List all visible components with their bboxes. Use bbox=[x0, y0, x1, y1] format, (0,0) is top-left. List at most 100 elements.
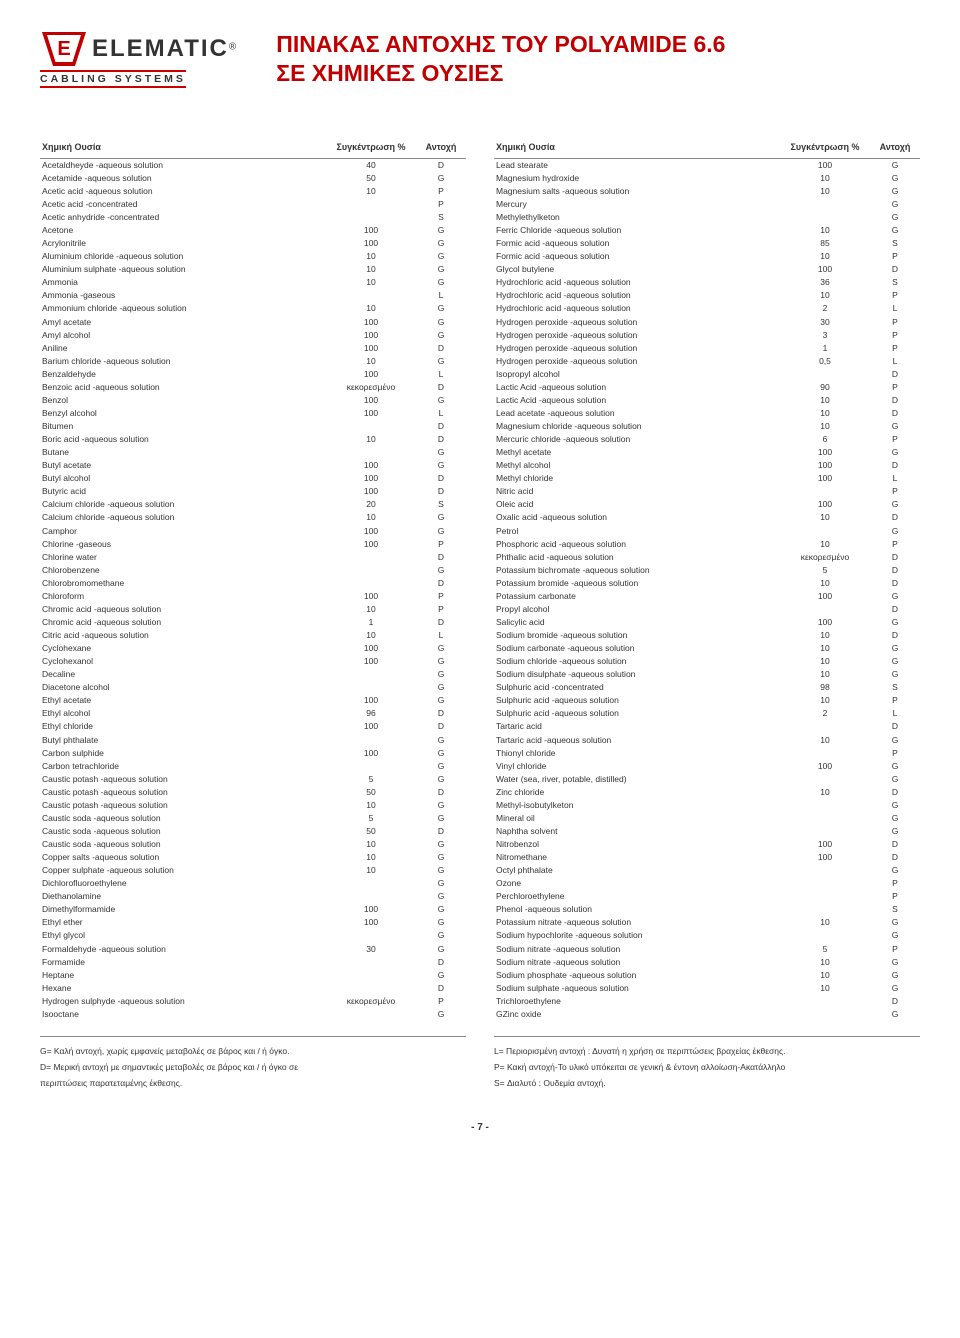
cell-chemical: Methyl chloride bbox=[494, 473, 780, 486]
cell-chemical: Acetic acid -concentrated bbox=[40, 198, 326, 211]
cell-concentration: 10 bbox=[780, 655, 870, 668]
cell-concentration: 100 bbox=[326, 368, 416, 381]
cell-resistance: S bbox=[870, 682, 920, 695]
cell-resistance: G bbox=[870, 198, 920, 211]
cell-chemical: Naphtha solvent bbox=[494, 825, 780, 838]
cell-resistance: G bbox=[416, 512, 466, 525]
cell-resistance: G bbox=[870, 590, 920, 603]
col-concentration: Συγκέντρωση % bbox=[326, 138, 416, 159]
cell-chemical: Hydrochloric acid -aqueous solution bbox=[494, 290, 780, 303]
cell-chemical: Amyl alcohol bbox=[40, 329, 326, 342]
cell-chemical: Nitrobenzol bbox=[494, 838, 780, 851]
cell-concentration: 100 bbox=[326, 459, 416, 472]
cell-concentration: 10 bbox=[780, 172, 870, 185]
cell-concentration bbox=[780, 721, 870, 734]
cell-chemical: Thionyl chloride bbox=[494, 747, 780, 760]
cell-resistance: G bbox=[870, 825, 920, 838]
cell-concentration: 98 bbox=[780, 682, 870, 695]
cell-chemical: Potassium bichromate -aqueous solution bbox=[494, 564, 780, 577]
cell-resistance: G bbox=[870, 773, 920, 786]
table-row: Aniline100D bbox=[40, 342, 466, 355]
cell-chemical: Diethanolamine bbox=[40, 891, 326, 904]
cell-concentration bbox=[780, 799, 870, 812]
cell-concentration: 100 bbox=[326, 538, 416, 551]
cell-concentration: 100 bbox=[326, 904, 416, 917]
cell-concentration: 100 bbox=[780, 760, 870, 773]
cell-resistance: L bbox=[416, 629, 466, 642]
cell-chemical: Aniline bbox=[40, 342, 326, 355]
cell-concentration: 1 bbox=[780, 342, 870, 355]
cell-chemical: Carbon sulphide bbox=[40, 747, 326, 760]
cell-chemical: Amyl acetate bbox=[40, 316, 326, 329]
cell-concentration bbox=[780, 368, 870, 381]
cell-resistance: G bbox=[416, 329, 466, 342]
cell-resistance: L bbox=[870, 708, 920, 721]
cell-chemical: Lead stearate bbox=[494, 159, 780, 173]
cell-chemical: Oleic acid bbox=[494, 499, 780, 512]
cell-resistance: D bbox=[416, 956, 466, 969]
cell-resistance: P bbox=[416, 995, 466, 1008]
cell-concentration: 10 bbox=[780, 538, 870, 551]
cell-chemical: Hydrochloric acid -aqueous solution bbox=[494, 277, 780, 290]
cell-concentration bbox=[780, 877, 870, 890]
table-row: Lactic Acid -aqueous solution10D bbox=[494, 394, 920, 407]
cell-resistance: P bbox=[870, 433, 920, 446]
cell-concentration: 10 bbox=[326, 264, 416, 277]
cell-resistance: G bbox=[416, 264, 466, 277]
table-row: Ammonium chloride -aqueous solution10G bbox=[40, 303, 466, 316]
cell-resistance: D bbox=[416, 420, 466, 433]
table-row: Aluminium chloride -aqueous solution10G bbox=[40, 250, 466, 263]
table-row: Lactic Acid -aqueous solution90P bbox=[494, 381, 920, 394]
cell-concentration: 10 bbox=[780, 982, 870, 995]
table-row: Ethyl glycolG bbox=[40, 930, 466, 943]
cell-resistance: P bbox=[870, 486, 920, 499]
cell-chemical: Methylethylketon bbox=[494, 211, 780, 224]
cell-concentration bbox=[326, 551, 416, 564]
cell-concentration: 100 bbox=[326, 407, 416, 420]
cell-chemical: Sodium phosphate -aqueous solution bbox=[494, 969, 780, 982]
cell-chemical: GZinc oxide bbox=[494, 1008, 780, 1026]
table-row: Hydrogen sulphyde -aqueous solutionκεκορ… bbox=[40, 995, 466, 1008]
cell-chemical: Hydrogen peroxide -aqueous solution bbox=[494, 355, 780, 368]
cell-chemical: Hydrogen peroxide -aqueous solution bbox=[494, 329, 780, 342]
cell-concentration: 100 bbox=[326, 642, 416, 655]
cell-concentration: 10 bbox=[780, 250, 870, 263]
cell-concentration: 10 bbox=[780, 290, 870, 303]
cell-resistance: P bbox=[870, 877, 920, 890]
cell-resistance: D bbox=[870, 407, 920, 420]
title-block: ΠΙΝΑΚΑΣ ΑΝΤΟΧΗΣ ΤΟΥ POLYAMIDE 6.6 ΣΕ ΧΗΜ… bbox=[276, 30, 920, 88]
cell-resistance: G bbox=[416, 904, 466, 917]
right-column: Χημική Ουσία Συγκέντρωση % Αντοχή Lead s… bbox=[494, 138, 920, 1092]
legend-left: G= Καλή αντοχή, χωρίς εμφανείς μεταβολές… bbox=[40, 1036, 466, 1090]
cell-chemical: Lead acetate -aqueous solution bbox=[494, 407, 780, 420]
cell-resistance: D bbox=[416, 433, 466, 446]
cell-resistance: G bbox=[870, 668, 920, 681]
cell-concentration bbox=[780, 525, 870, 538]
cell-resistance: G bbox=[870, 224, 920, 237]
table-row: DecalineG bbox=[40, 668, 466, 681]
cell-concentration: 3 bbox=[780, 329, 870, 342]
cell-chemical: Benzoic acid -aqueous solution bbox=[40, 381, 326, 394]
logo-registered: ® bbox=[229, 42, 236, 53]
cell-concentration: 5 bbox=[780, 943, 870, 956]
cell-concentration: 10 bbox=[780, 969, 870, 982]
cell-chemical: Acetic anhydride -concentrated bbox=[40, 211, 326, 224]
cell-concentration bbox=[780, 773, 870, 786]
cell-concentration bbox=[780, 904, 870, 917]
cell-resistance: D bbox=[870, 629, 920, 642]
cell-concentration: 100 bbox=[326, 525, 416, 538]
cell-resistance: G bbox=[416, 394, 466, 407]
cell-chemical: Potassium carbonate bbox=[494, 590, 780, 603]
cell-resistance: D bbox=[416, 577, 466, 590]
cell-chemical: Phenol -aqueous solution bbox=[494, 904, 780, 917]
table-row: IsooctaneG bbox=[40, 1008, 466, 1026]
table-row: Butyl phthalateG bbox=[40, 734, 466, 747]
table-row: Ethyl acetate100G bbox=[40, 695, 466, 708]
cell-resistance: G bbox=[870, 1008, 920, 1026]
cell-concentration: 10 bbox=[780, 407, 870, 420]
legend-line: P= Κακή αντοχή-Το υλικό υπόκειται σε γεν… bbox=[494, 1061, 920, 1075]
cell-concentration bbox=[780, 891, 870, 904]
logo-mark: E ELEMATIC® bbox=[40, 30, 236, 68]
cell-chemical: Formic acid -aqueous solution bbox=[494, 250, 780, 263]
cell-concentration: 100 bbox=[780, 159, 870, 173]
